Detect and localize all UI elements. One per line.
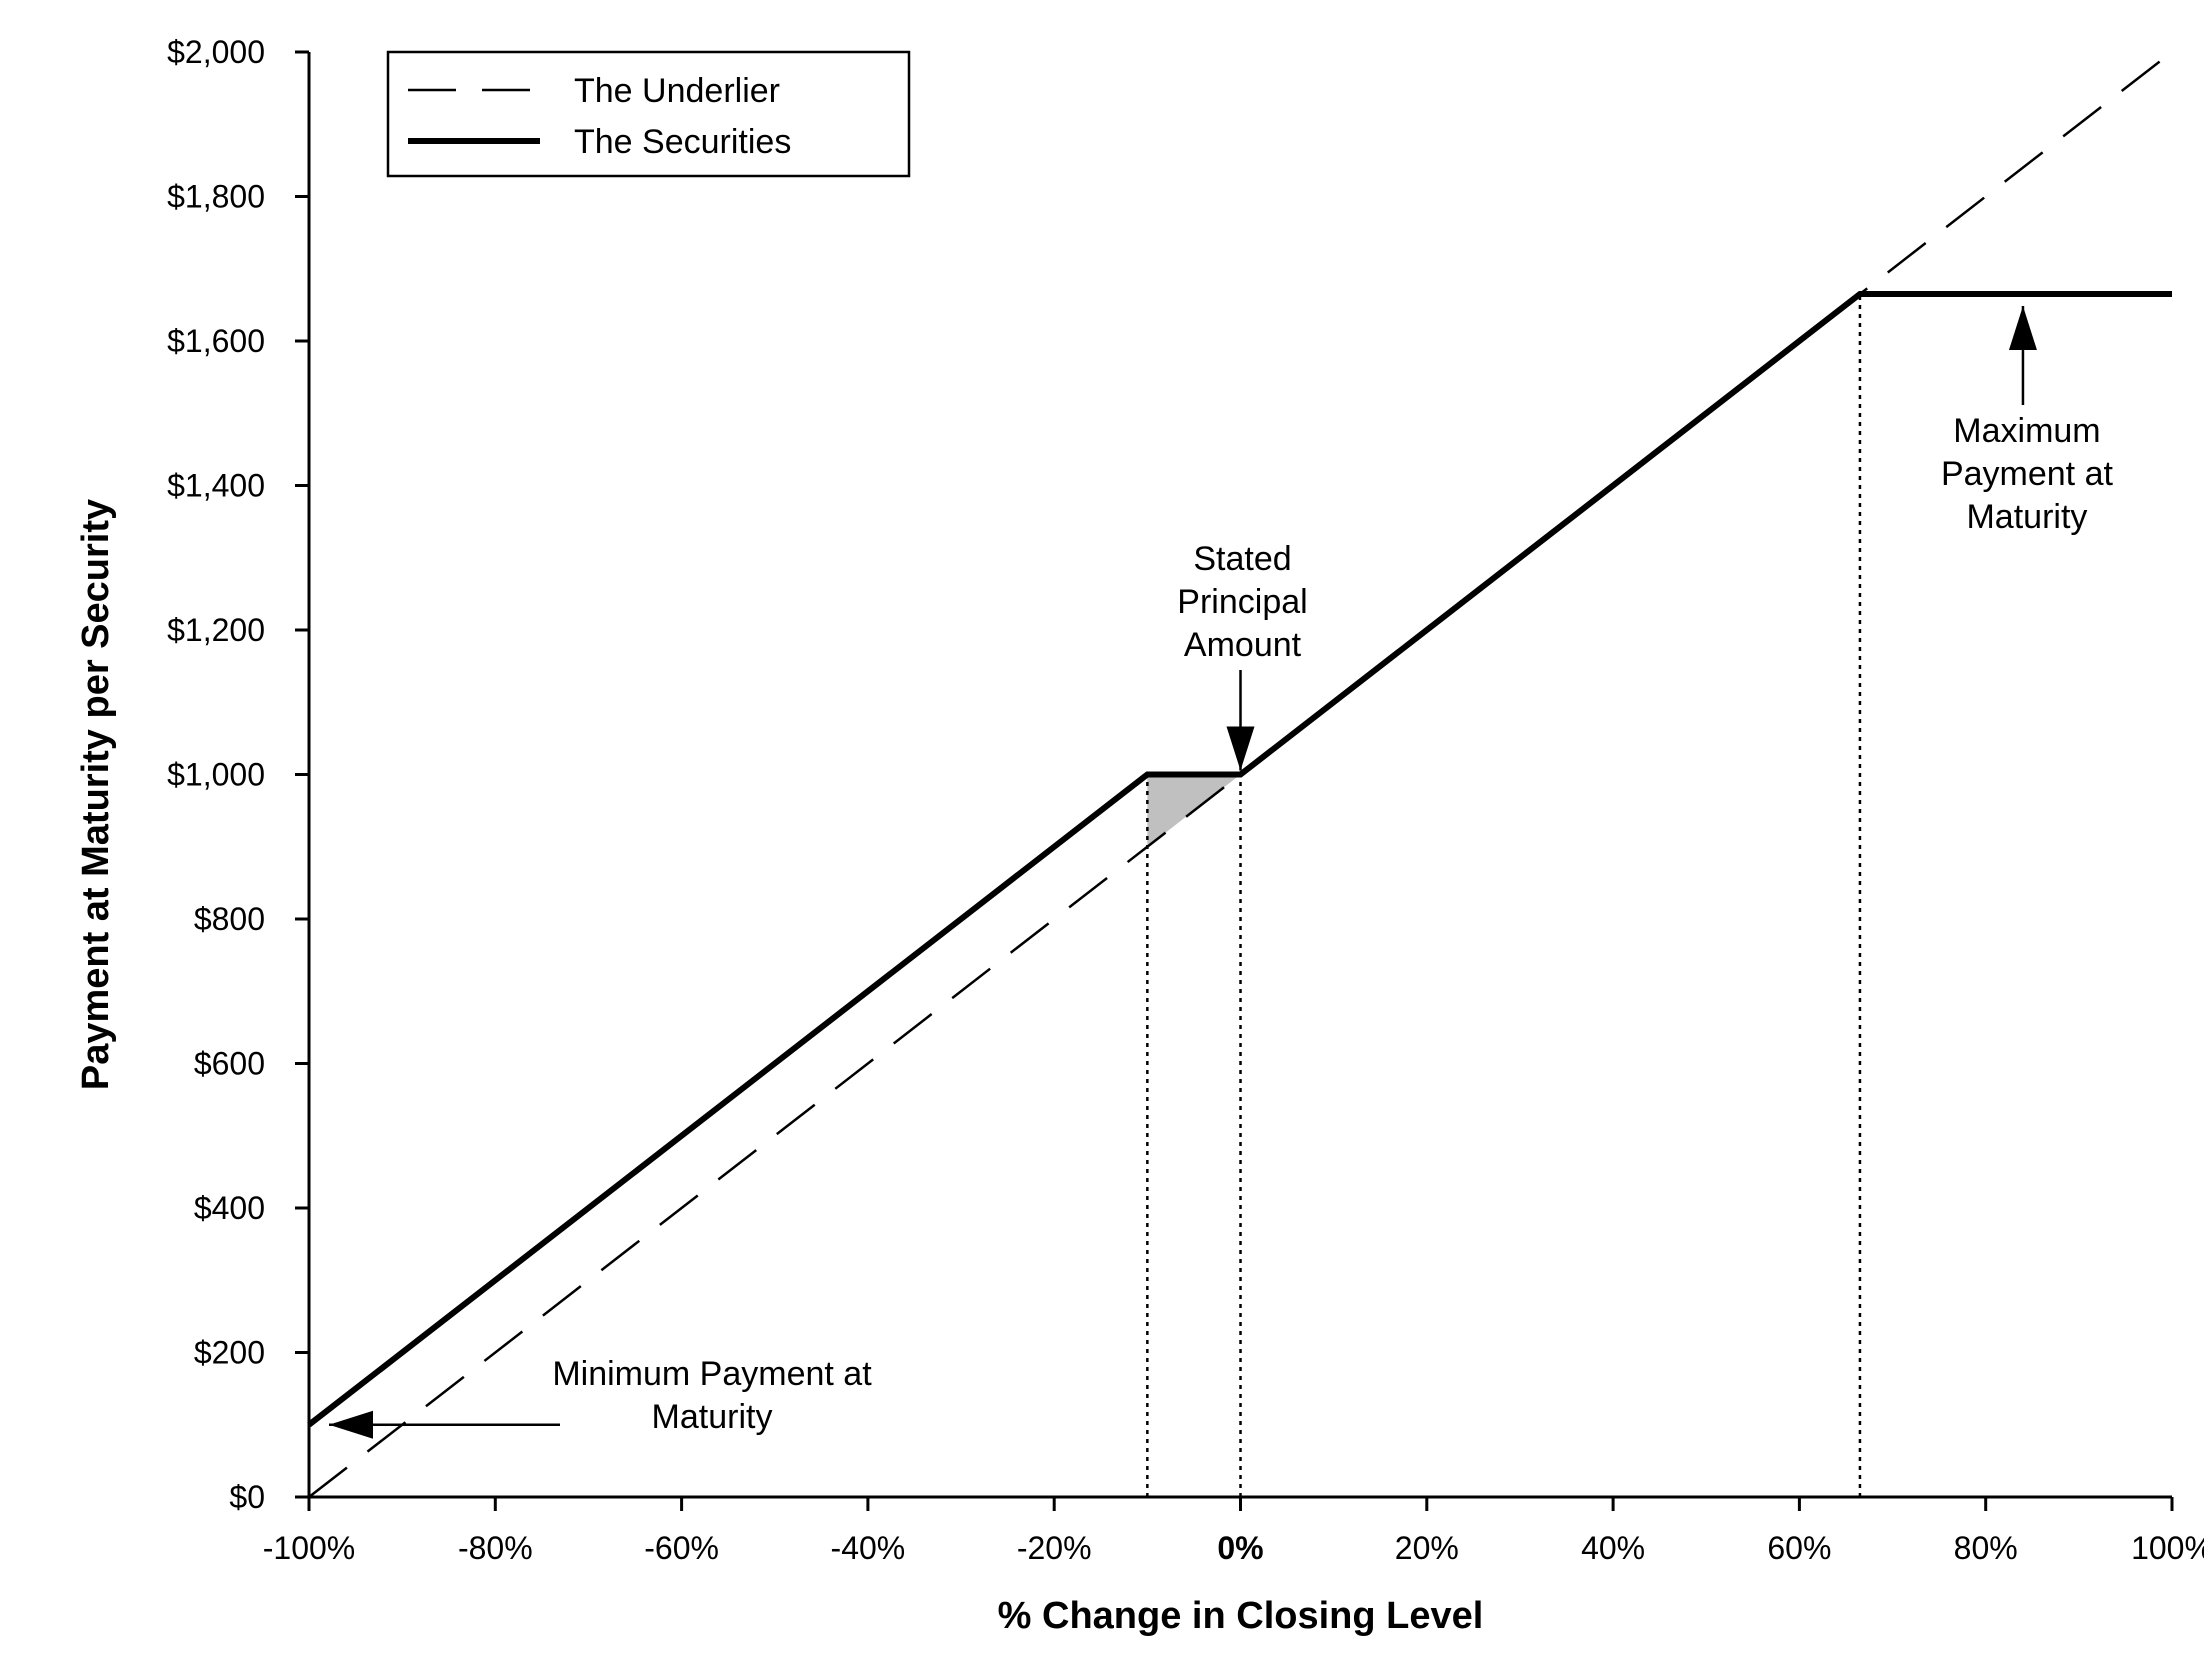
annotation-max-payment-arrow-head	[2008, 306, 2037, 351]
y-tick-label: $1,600	[167, 323, 265, 359]
annotation-stated-principal-arrow-head	[1226, 726, 1255, 771]
y-tick-label: $1,800	[167, 179, 265, 215]
shaded-region	[1147, 774, 1241, 847]
reference-lines-layer	[1146, 294, 1862, 1497]
y-tick-label: $600	[194, 1046, 265, 1082]
legend-box	[386, 50, 911, 178]
x-tick-label: 80%	[1954, 1530, 2018, 1566]
x-tick-label: 60%	[1767, 1530, 1831, 1566]
annotation-min-payment-arrow-head	[329, 1410, 373, 1439]
annotation-stated-principal-text: Principal	[1177, 583, 1307, 621]
x-tick-label: -60%	[644, 1530, 719, 1566]
x-tick-label: 40%	[1581, 1530, 1645, 1566]
annotation-stated-principal-text: Stated	[1193, 540, 1291, 578]
legend: The Underlier The Securities	[386, 50, 911, 178]
legend-label: The Underlier	[574, 72, 780, 110]
annotation-max-payment-text: Maturity	[1966, 498, 2087, 536]
y-tick-label: $200	[194, 1335, 265, 1371]
x-tick-label: -80%	[458, 1530, 533, 1566]
y-tick-label: $0	[229, 1479, 265, 1515]
annotations-layer: Stated Principal Amount Maximum Payment at Ma…	[329, 306, 2113, 1439]
x-tick-label: -20%	[1017, 1530, 1092, 1566]
x-tick-label: -40%	[831, 1530, 906, 1566]
x-axis-title: % Change in Closing Level	[998, 1595, 1484, 1637]
series-securities-line	[307, 291, 2172, 1428]
x-tick-label: 20%	[1395, 1530, 1459, 1566]
shaded-region-layer	[1147, 774, 1241, 847]
annotation-max-payment-text: Maximum	[1953, 412, 2100, 450]
annotation-stated-principal-text: Amount	[1184, 626, 1302, 664]
x-tick-label: 100%	[2131, 1530, 2204, 1566]
series-layer	[307, 51, 2173, 1498]
legend-label: The Securities	[574, 123, 791, 161]
y-axis-title: Payment at Maturity per Security	[75, 499, 117, 1090]
annotation-min-payment-text: Maturity	[652, 1398, 773, 1436]
annotation-min-payment-text: Minimum Payment at	[552, 1355, 872, 1393]
y-tick-label: $1,200	[167, 612, 265, 648]
annotation-max-payment-text: Payment at	[1941, 455, 2114, 493]
y-tick-label: $800	[194, 901, 265, 937]
y-tick-label: $1,000	[167, 757, 265, 793]
y-tick-label: $400	[194, 1190, 265, 1226]
y-tick-label: $1,400	[167, 468, 265, 504]
x-tick-label: -100%	[263, 1530, 356, 1566]
axes-layer: -100% -80% -60% -40% -20% 0% 20% 40% 60% 80% 100% $…	[167, 34, 2204, 1566]
x-tick-label: 0%	[1217, 1530, 1263, 1566]
y-tick-label: $2,000	[167, 34, 265, 70]
